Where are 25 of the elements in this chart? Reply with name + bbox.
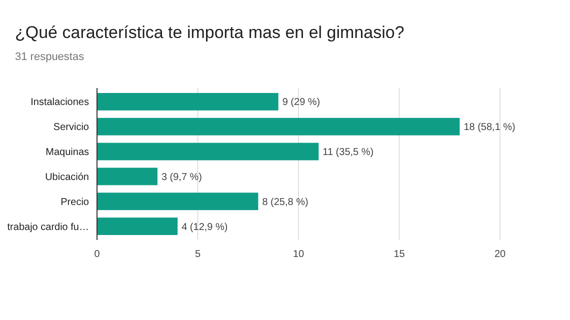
chart-subtitle: 31 respuestas xyxy=(15,51,85,63)
y-tick-label: Maquinas xyxy=(46,147,89,158)
bar xyxy=(97,192,258,210)
data-label: 18 (58,1 %) xyxy=(464,122,516,134)
x-tick-label: 0 xyxy=(94,249,100,260)
y-tick-label: Instalaciones xyxy=(30,97,89,108)
data-label: 8 (25,8 %) xyxy=(262,196,308,208)
y-tick-label: trabajo cardio fu… xyxy=(7,222,89,233)
bar xyxy=(97,168,158,186)
y-tick-label: Precio xyxy=(60,196,90,208)
data-label: 3 (9,7 %) xyxy=(161,172,202,183)
data-label: 11 (35,5 %) xyxy=(322,147,374,158)
chart-title: ¿Qué característica te importa mas en el gimnasio? xyxy=(15,23,404,42)
bar xyxy=(97,142,319,160)
x-tick-label: 20 xyxy=(494,249,506,260)
data-label: 9 (29 %) xyxy=(282,97,320,108)
bar xyxy=(97,218,178,236)
x-tick-label: 15 xyxy=(394,249,406,260)
y-tick-label: Ubicación xyxy=(45,172,89,183)
data-label: 4 (12,9 %) xyxy=(182,222,228,233)
bar xyxy=(97,92,278,110)
x-tick-label: 10 xyxy=(292,249,304,260)
bar xyxy=(97,118,460,136)
y-tick-label: Servicio xyxy=(53,122,90,134)
x-tick-label: 5 xyxy=(194,249,201,260)
